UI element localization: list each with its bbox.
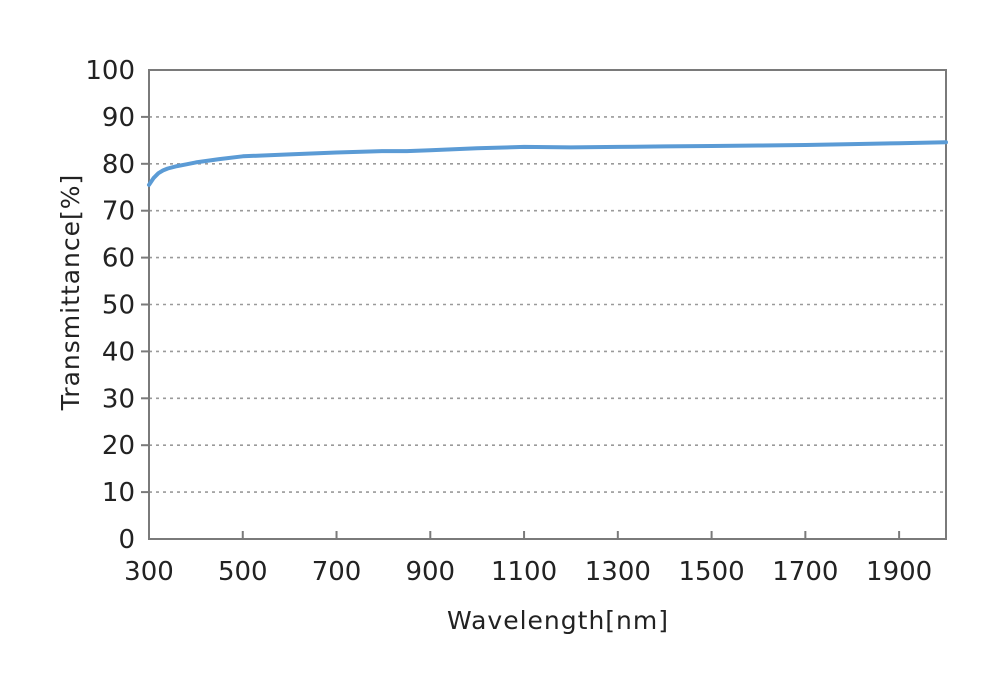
x-axis-title: Wavelength[nm] bbox=[447, 606, 669, 635]
y-axis-title: Transmittance[%] bbox=[56, 174, 85, 412]
x-tick-label: 1500 bbox=[679, 557, 745, 587]
grid-layer bbox=[149, 116, 946, 493]
y-tick-label: 100 bbox=[85, 56, 135, 86]
y-tick-label: 80 bbox=[102, 150, 135, 180]
x-tick-label: 1700 bbox=[772, 557, 838, 587]
series-layer bbox=[147, 140, 948, 187]
x-tick-label: 300 bbox=[124, 557, 174, 587]
y-tick-label: 10 bbox=[102, 478, 135, 508]
y-tick-label: 50 bbox=[102, 291, 135, 321]
y-tick-label: 40 bbox=[102, 337, 135, 367]
x-tick-label: 700 bbox=[312, 557, 362, 587]
y-tick-label: 60 bbox=[102, 244, 135, 274]
tick-layer bbox=[141, 115, 901, 539]
x-tick-label: 1900 bbox=[866, 557, 932, 587]
x-tick-label: 500 bbox=[218, 557, 268, 587]
label-layer: 0 10 20 30 40 50 60 70 80 90 100 300 500 700 900 1100 13… bbox=[85, 56, 932, 587]
x-tick-label: 900 bbox=[405, 557, 455, 587]
y-tick-label: 20 bbox=[102, 431, 135, 461]
y-tick-label: 90 bbox=[102, 103, 135, 133]
y-tick-label: 0 bbox=[118, 525, 135, 555]
x-tick-label: 1100 bbox=[491, 557, 557, 587]
series-line bbox=[147, 140, 948, 187]
x-tick-label: 1300 bbox=[585, 557, 651, 587]
y-tick-label: 30 bbox=[102, 384, 135, 414]
y-tick-label: 70 bbox=[102, 197, 135, 227]
